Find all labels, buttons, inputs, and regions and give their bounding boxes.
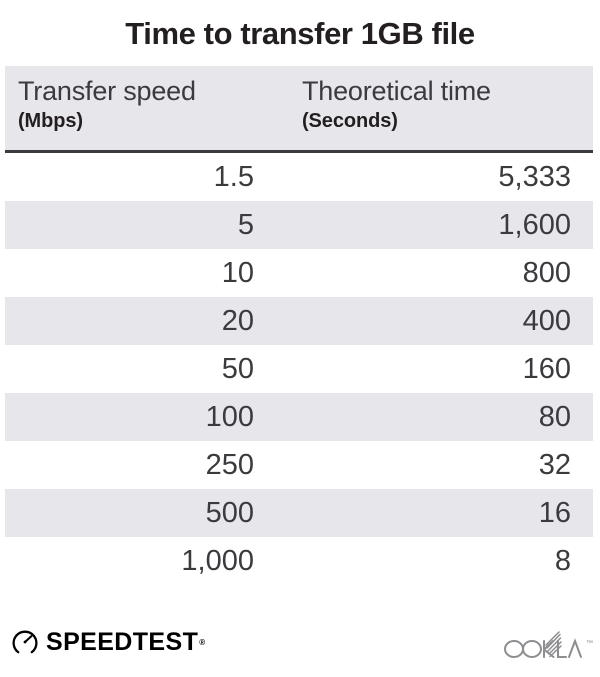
column-header-transfer-speed: Transfer speed (Mbps) bbox=[18, 74, 196, 135]
cell-theoretical-time: 400 bbox=[522, 305, 571, 337]
cell-theoretical-time: 800 bbox=[522, 257, 571, 289]
speedtest-wordmark: SPEEDTEST bbox=[46, 628, 199, 656]
cell-transfer-speed: 500 bbox=[205, 497, 254, 529]
table-row: 250 32 bbox=[5, 441, 593, 489]
table-row: 500 16 bbox=[5, 489, 593, 537]
footer: SPEEDTEST ® bbox=[0, 620, 600, 677]
cell-transfer-speed: 50 bbox=[221, 353, 254, 385]
table-row: 1,000 8 bbox=[5, 537, 593, 585]
ookla-wordmark-icon bbox=[503, 630, 585, 660]
cell-theoretical-time: 1,600 bbox=[498, 209, 571, 241]
table-row: 50 160 bbox=[5, 345, 593, 393]
page-title: Time to transfer 1GB file bbox=[125, 16, 475, 51]
ookla-logo: ™ bbox=[503, 630, 593, 660]
cell-transfer-speed: 1.5 bbox=[213, 161, 254, 193]
cell-transfer-speed: 5 bbox=[237, 209, 254, 241]
table-row: 20 400 bbox=[5, 297, 593, 345]
table-row: 1.5 5,333 bbox=[5, 153, 593, 201]
column-header-theoretical-time: Theoretical time (Seconds) bbox=[302, 74, 491, 135]
cell-theoretical-time: 8 bbox=[554, 545, 571, 577]
cell-theoretical-time: 16 bbox=[538, 497, 571, 529]
table-row: 10 800 bbox=[5, 249, 593, 297]
speedometer-gauge-icon bbox=[11, 628, 39, 656]
column-header-transfer-speed-unit: (Mbps) bbox=[18, 110, 83, 132]
transfer-time-table: Transfer speed (Mbps) Theoretical time (… bbox=[5, 66, 593, 585]
table-row: 5 1,600 bbox=[5, 201, 593, 249]
cell-transfer-speed: 20 bbox=[221, 305, 254, 337]
column-header-theoretical-time-unit: (Seconds) bbox=[302, 110, 398, 132]
cell-transfer-speed: 100 bbox=[205, 401, 254, 433]
column-header-theoretical-time-name: Theoretical time bbox=[302, 76, 491, 106]
table-header-row: Transfer speed (Mbps) Theoretical time (… bbox=[5, 66, 593, 153]
column-header-transfer-speed-name: Transfer speed bbox=[18, 76, 196, 106]
ookla-trademark-icon: ™ bbox=[586, 640, 593, 647]
cell-transfer-speed: 1,000 bbox=[181, 545, 254, 577]
table-row: 100 80 bbox=[5, 393, 593, 441]
cell-theoretical-time: 5,333 bbox=[498, 161, 571, 193]
cell-theoretical-time: 80 bbox=[538, 401, 571, 433]
speedtest-logo: SPEEDTEST ® bbox=[11, 628, 205, 656]
cell-theoretical-time: 160 bbox=[522, 353, 571, 385]
cell-transfer-speed: 10 bbox=[221, 257, 254, 289]
registered-trademark-icon: ® bbox=[199, 637, 206, 647]
cell-transfer-speed: 250 bbox=[205, 449, 254, 481]
cell-theoretical-time: 32 bbox=[538, 449, 571, 481]
